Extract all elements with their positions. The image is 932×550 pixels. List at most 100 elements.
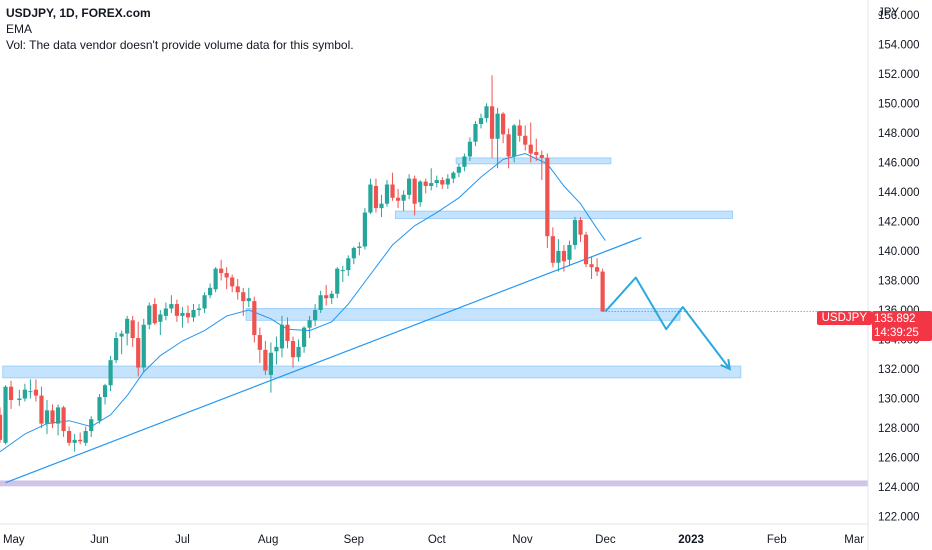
candle (213, 267, 218, 293)
candle (141, 318, 146, 372)
price-tick-label: 140.000 (878, 246, 920, 258)
candle (534, 138, 539, 161)
time-tick-label: 2023 (678, 534, 704, 546)
candle-body (224, 273, 229, 278)
candle-body (257, 335, 262, 350)
time-tick-label: Dec (595, 534, 616, 546)
chart-legend: USDJPY, 1D, FOREX.com EMA Vol: The data … (6, 5, 354, 53)
price-tick-label: 132.000 (878, 364, 920, 376)
candle-body (147, 305, 152, 325)
trendline[interactable] (5, 237, 642, 484)
support-zone[interactable] (455, 157, 612, 165)
candle (318, 290, 323, 313)
support-zone[interactable] (245, 308, 681, 321)
candle-body (517, 125, 522, 136)
candle (523, 125, 528, 151)
support-zone[interactable] (2, 365, 742, 379)
bar-countdown: 14:39:25 (874, 327, 919, 339)
candle-body (39, 395, 44, 424)
candle (401, 190, 406, 212)
candle (484, 103, 489, 123)
price-tick-label: 156.000 (878, 10, 920, 22)
current-price-tag: 135.892 14:39:25 (872, 311, 932, 341)
candle-body (407, 178, 412, 195)
candle-body (67, 431, 72, 443)
candle-body (390, 184, 395, 198)
candle-body (196, 308, 202, 310)
candle-body (119, 333, 124, 337)
price-tick-label: 146.000 (878, 157, 920, 169)
candle-body (473, 123, 478, 142)
candle (230, 274, 235, 293)
symbol-title[interactable]: USDJPY, 1D, FOREX.com (6, 6, 151, 20)
candle (163, 302, 168, 321)
candle (28, 379, 33, 399)
candle-body (207, 287, 213, 296)
candle (567, 240, 572, 266)
candle (50, 404, 55, 429)
candle (572, 216, 578, 250)
candle-body (578, 219, 583, 235)
candle (335, 267, 340, 299)
candle-body (484, 106, 489, 119)
candle (290, 336, 296, 368)
candle (357, 242, 362, 256)
candle-body (230, 277, 235, 287)
candle (39, 386, 44, 429)
currency-label: JPY (878, 7, 899, 19)
candle (285, 317, 290, 349)
candle-body (213, 268, 218, 290)
candle-body (202, 295, 207, 309)
candle-body (125, 318, 130, 334)
candle (462, 153, 467, 172)
candle-body (44, 410, 50, 424)
candle (589, 256, 594, 279)
candle-body (55, 407, 61, 424)
candle-body (550, 236, 555, 263)
candle-body (318, 295, 323, 310)
purple-zone[interactable] (0, 480, 868, 487)
candle-body (384, 184, 390, 204)
candle (102, 383, 108, 405)
candle-body (556, 250, 561, 263)
candle (274, 336, 279, 365)
support-zone[interactable] (394, 210, 733, 219)
candle (89, 416, 94, 437)
candle (550, 227, 555, 268)
candle-body (600, 271, 605, 312)
candle (423, 178, 428, 194)
price-tick-label: 154.000 (878, 39, 920, 51)
candle-body (423, 181, 428, 186)
price-zones (0, 157, 868, 487)
candle (501, 112, 506, 144)
candle (296, 339, 301, 362)
candle-body (456, 166, 461, 173)
time-tick-label: Jun (90, 534, 109, 546)
candle-body (108, 360, 113, 386)
candle-body (567, 245, 572, 260)
projection-path[interactable] (604, 276, 731, 370)
price-tick-label: 124.000 (878, 482, 920, 494)
price-tick-label: 142.000 (878, 216, 920, 228)
candle-body (545, 157, 550, 237)
candle-body (158, 314, 163, 322)
candle (434, 175, 439, 188)
candle-body (313, 309, 318, 321)
candle-body (191, 309, 196, 318)
projection-layer[interactable] (602, 276, 868, 371)
price-axis[interactable]: 156.000 154.000 152.000 150.000 148.000 146.0… (878, 10, 920, 524)
candle-body (440, 180, 445, 185)
trendline-layer[interactable] (5, 237, 642, 484)
time-axis[interactable]: May Jun Jul Aug Sep Oct Nov Dec 2023 Feb Mar (3, 534, 864, 546)
candle (600, 268, 605, 312)
candle-body (362, 212, 367, 247)
candle (473, 121, 478, 147)
indicator-label[interactable]: EMA (6, 22, 33, 36)
candle (362, 208, 367, 250)
candle (489, 75, 495, 158)
price-tick-label: 126.000 (878, 453, 920, 465)
candle-body (373, 185, 379, 209)
candle-body (263, 349, 268, 371)
